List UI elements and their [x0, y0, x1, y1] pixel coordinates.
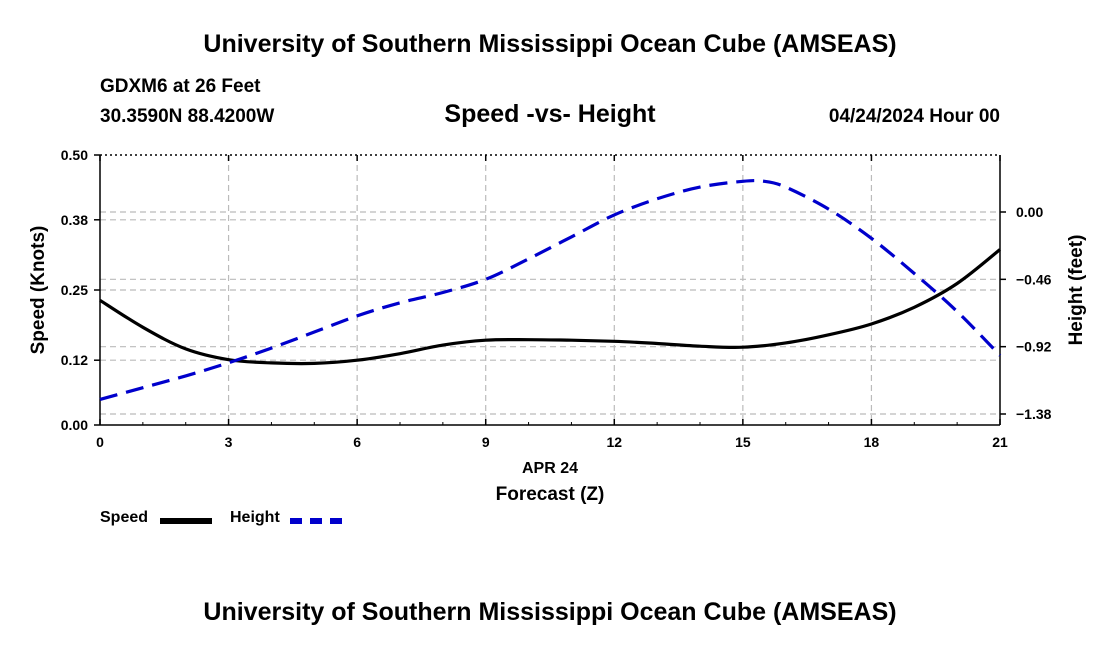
y2-tick-label: 0.00 — [1016, 204, 1043, 220]
y2-axis-title: Height (feet) — [1066, 235, 1087, 346]
x-tick-label: 3 — [225, 434, 233, 450]
station-coordinates: 30.3590N 88.4200W — [100, 106, 275, 127]
x-tick-label: 15 — [735, 434, 751, 450]
x-tick-label: 21 — [992, 434, 1008, 450]
legend-height-swatch — [290, 518, 342, 524]
x-axis-title: Forecast (Z) — [496, 484, 605, 505]
y-tick-label: 0.12 — [61, 352, 88, 368]
x-tick-label: 9 — [482, 434, 490, 450]
station-label: GDXM6 at 26 Feet — [100, 76, 261, 97]
y2-tick-label: −0.46 — [1016, 271, 1052, 287]
y2-tick-label: −0.92 — [1016, 339, 1052, 355]
bottom-title: University of Southern Mississippi Ocean… — [203, 598, 897, 626]
legend: Speed Height — [0, 509, 1100, 529]
chart-title: Speed -vs- Height — [444, 100, 656, 128]
y-axis-title: Speed (Knots) — [28, 226, 49, 355]
x-tick-label: 12 — [606, 434, 622, 450]
forecast-datetime: 04/24/2024 Hour 00 — [828, 106, 1000, 127]
y-tick-label: 0.25 — [61, 282, 88, 298]
height-series-line — [99, 178, 1002, 401]
top-title: University of Southern Mississippi Ocean… — [203, 30, 897, 58]
legend-speed-swatch — [160, 518, 212, 524]
x-tick-label: 18 — [864, 434, 880, 450]
x-axis-sublabel: APR 24 — [522, 460, 578, 477]
y-tick-label: 0.50 — [61, 147, 88, 163]
legend-height-label: Height — [230, 509, 280, 526]
y-tick-label: 0.00 — [61, 417, 88, 433]
speed-series-line — [99, 248, 1002, 366]
legend-speed-label: Speed — [100, 509, 149, 526]
y-tick-label: 0.38 — [61, 212, 88, 228]
x-tick-label: 0 — [96, 434, 104, 450]
x-tick-label: 6 — [353, 434, 361, 450]
y2-tick-label: −1.38 — [1016, 406, 1052, 422]
